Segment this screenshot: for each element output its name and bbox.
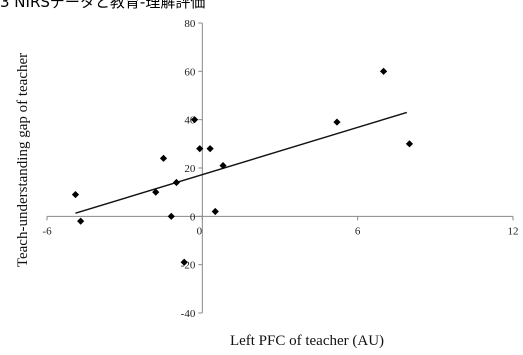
- data-point: [71, 190, 80, 199]
- data-point: [152, 188, 160, 196]
- x-tick-label: 0: [197, 225, 203, 237]
- x-tick-label: -6: [42, 225, 52, 237]
- data-point: [333, 118, 341, 126]
- x-axis-label: Left PFC of teacher (AU): [230, 333, 384, 349]
- data-point: [172, 178, 181, 187]
- data-points: [71, 67, 414, 266]
- y-tick-label: 40: [184, 115, 196, 127]
- y-tick-label: 0: [190, 211, 196, 223]
- x-tick-label: 6: [355, 225, 361, 237]
- data-point: [167, 212, 175, 220]
- trendline: [75, 111, 408, 214]
- data-point: [211, 207, 219, 216]
- data-point: [190, 116, 199, 124]
- page-header-fragment: 3 NIRSデータと教育-理解評価: [0, 0, 206, 11]
- data-point: [405, 140, 414, 148]
- data-point: [180, 258, 188, 266]
- x-tick-label: 12: [508, 225, 519, 237]
- data-point: [196, 145, 204, 153]
- data-point: [379, 67, 388, 75]
- y-tick-label: -40: [181, 308, 196, 320]
- y-tick-label: 60: [184, 66, 196, 78]
- data-point: [77, 217, 85, 225]
- data-point: [159, 154, 168, 162]
- y-tick-label: 20: [184, 163, 196, 175]
- chart-axes: [46, 22, 514, 314]
- data-point: [206, 145, 214, 153]
- y-axis-label: Teach-understanding gap of teacher: [15, 53, 31, 267]
- trendline-layer: [75, 111, 408, 214]
- y-tick-label: 80: [184, 18, 196, 30]
- data-point: [219, 161, 227, 170]
